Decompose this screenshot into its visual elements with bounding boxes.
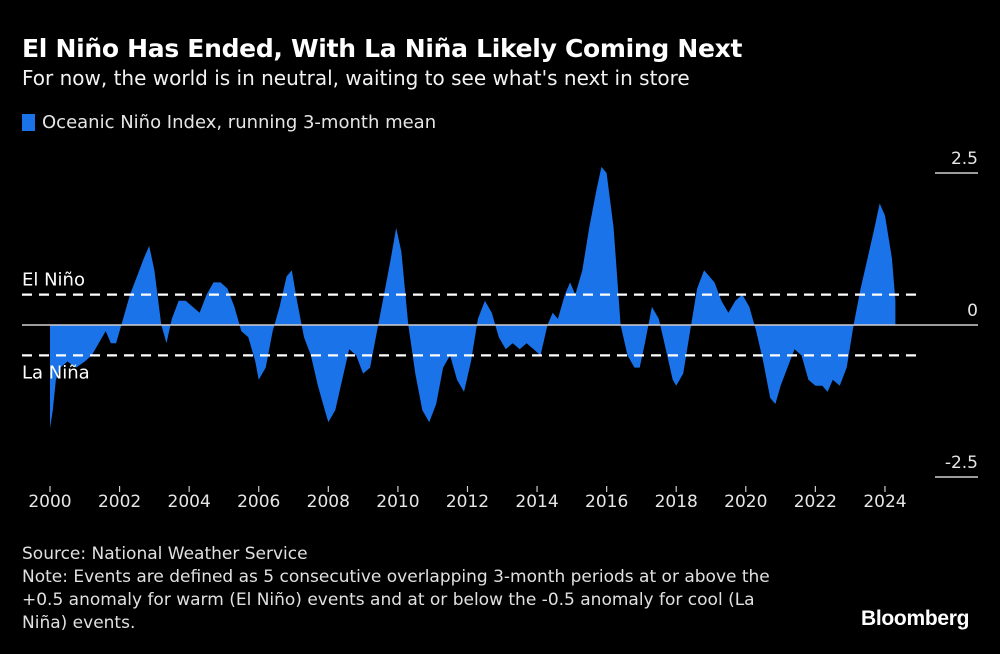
x-tick-label: 2012: [446, 492, 489, 512]
la-nina-label: La Niña: [22, 362, 90, 383]
x-tick-label: 2010: [376, 492, 419, 512]
x-tick-label: 2024: [863, 492, 906, 512]
bloomberg-logo: Bloomberg: [861, 607, 970, 630]
chart-subtitle: For now, the world is in neutral, waitin…: [22, 66, 690, 90]
x-tick-label: 2020: [724, 492, 767, 512]
axes: 2.5 0 -2.5 2000 2002 2004 2006 2008 2010 2012 2014…: [28, 149, 978, 512]
y-tick-label: -2.5: [945, 453, 978, 473]
x-tick-label: 2002: [98, 492, 141, 512]
x-tick-label: 2018: [655, 492, 698, 512]
x-tick-label: 2004: [168, 492, 211, 512]
legend-swatch: [22, 114, 35, 131]
x-tick-label: 2000: [28, 492, 71, 512]
source-note: Source: National Weather Service: [22, 544, 308, 564]
x-tick-label: 2016: [585, 492, 628, 512]
legend: Oceanic Niño Index, running 3-month mean: [22, 112, 436, 133]
x-tick-label: 2022: [794, 492, 837, 512]
chart-title: El Niño Has Ended, With La Niña Likely C…: [22, 34, 743, 63]
reference-lines: El Niño La Niña: [22, 270, 978, 383]
y-tick-label: 0: [967, 301, 978, 321]
footer: Source: National Weather Service Note: E…: [22, 543, 782, 635]
oni-area-series: [50, 166, 896, 429]
methodology-note: Note: Events are defined as 5 consecutiv…: [22, 567, 770, 633]
x-tick-label: 2014: [515, 492, 558, 512]
y-tick-label: 2.5: [951, 149, 978, 169]
legend-label: Oceanic Niño Index, running 3-month mean: [42, 112, 437, 133]
x-tick-label: 2006: [237, 492, 280, 512]
area-layer: [50, 166, 896, 429]
el-nino-label: El Niño: [22, 270, 85, 291]
x-tick-label: 2008: [307, 492, 350, 512]
